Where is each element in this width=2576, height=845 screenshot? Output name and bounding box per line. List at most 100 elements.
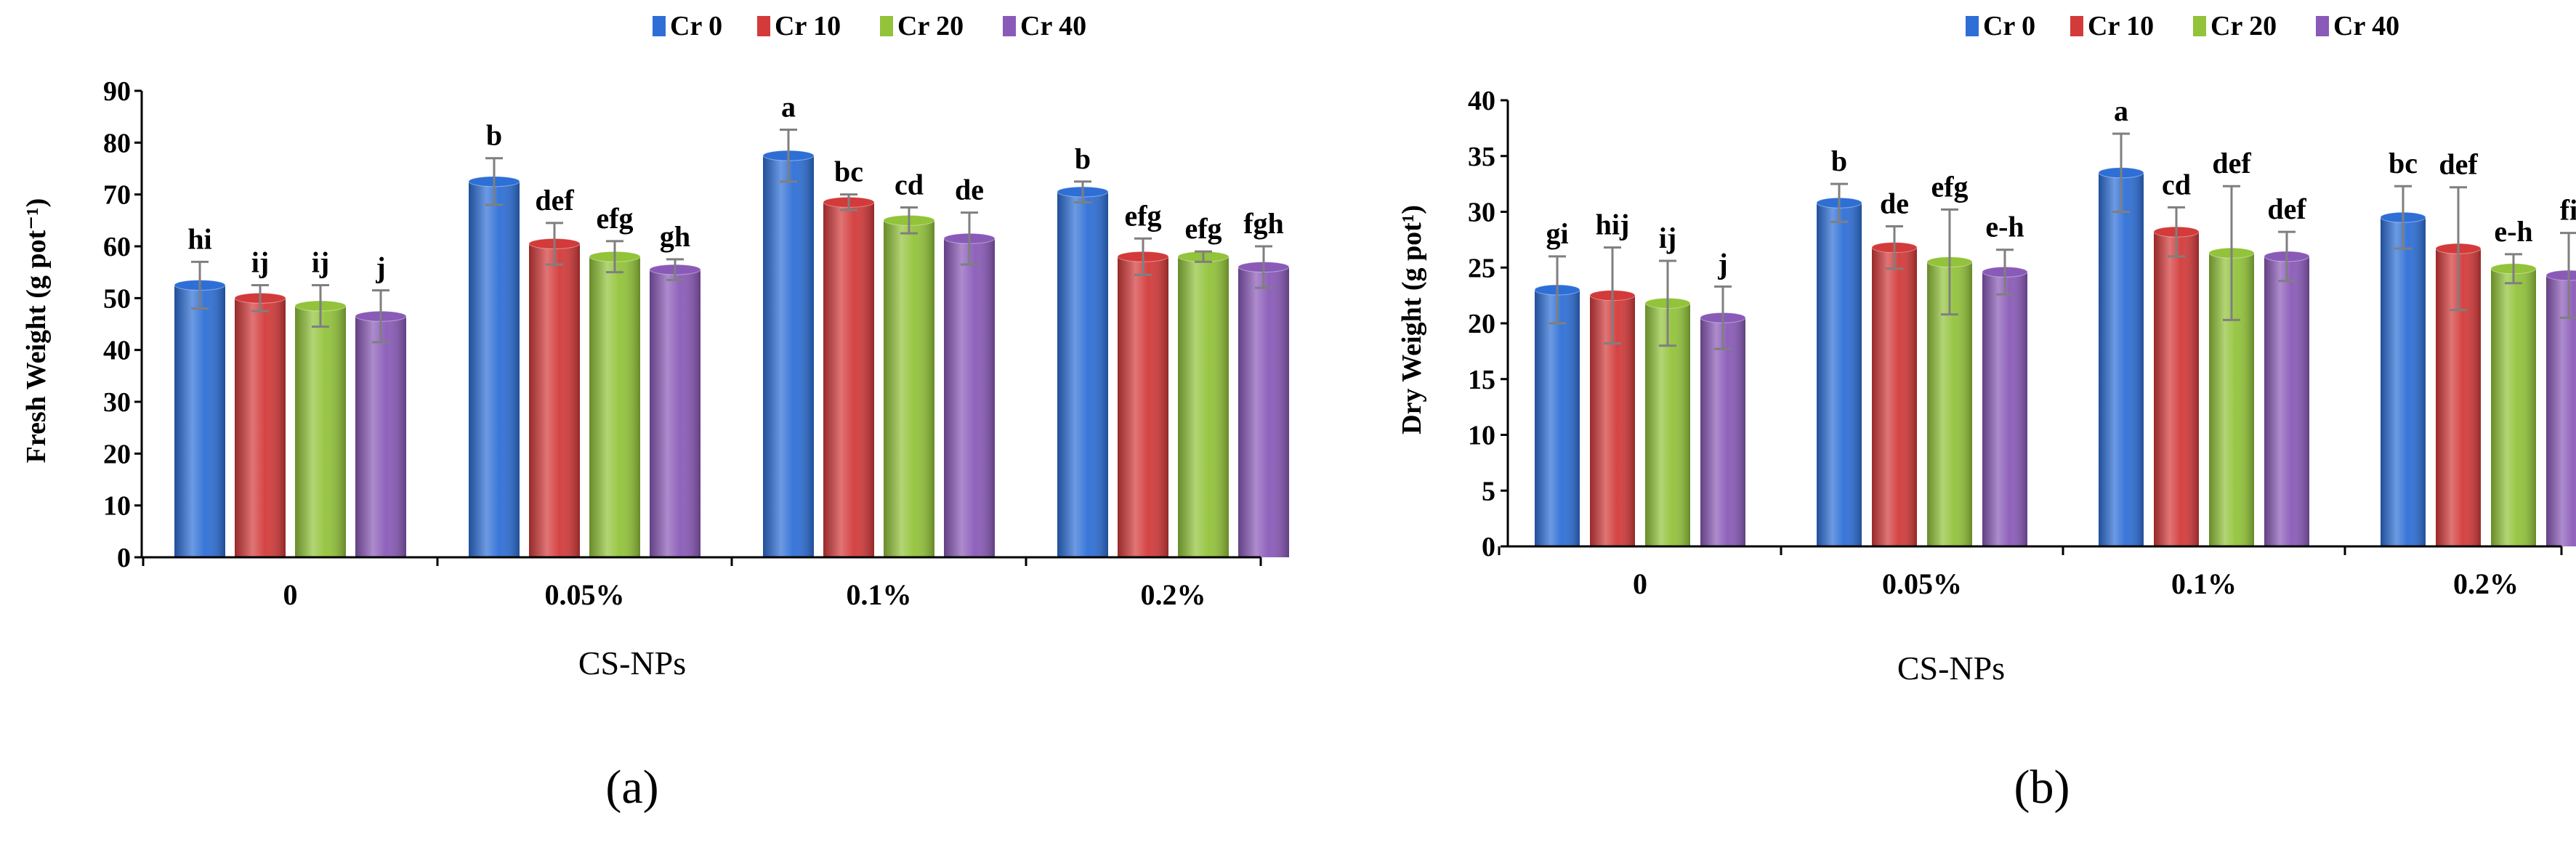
bar-cr-10-0-05-shading [1872, 247, 1917, 546]
bar-cr-0-0-2-letter: bc [2389, 147, 2418, 179]
bar-cr-0-0-2-shading [1057, 192, 1108, 557]
bar-cr-0-zero-shading [1535, 289, 1580, 546]
bar-cr-40-0-05-shading [650, 270, 700, 557]
bar-cr-20-zero-shading [295, 306, 346, 557]
bar-cr-10-0-05-letter: def [535, 184, 574, 217]
legend-label-cr-0: Cr 0 [670, 11, 722, 41]
bar-cr-40-0-1-letter: def [2267, 193, 2306, 225]
bar-cr-40-0-05-letter: gh [660, 220, 690, 253]
bar-cr-40-0-2-letter: fi [2560, 194, 2576, 227]
y-tick-label-40: 40 [1468, 86, 1495, 116]
bar-cr-10-zero-letter: hij [1596, 209, 1630, 241]
bar-cr-20-zero-letter: ij [1659, 222, 1676, 254]
bar-cr-0-0-05-letter: b [486, 119, 502, 152]
bar-cr-40-0-1-letter: de [955, 174, 984, 206]
bar-cr-0-0-2-letter: b [1075, 142, 1091, 175]
x-tick-label-0-05: 0.05% [545, 578, 625, 611]
x-tick-label-0-1: 0.1% [847, 578, 912, 611]
bar-cr-10-zero-letter: ij [251, 246, 269, 279]
x-axis-label-a: CS-NPs [578, 644, 686, 682]
y-tick-label-60: 60 [103, 232, 131, 262]
legend-label-cr-10: Cr 10 [775, 11, 841, 41]
bar-cr-20-0-05-letter: efg [1931, 170, 1968, 203]
bar-cr-10-0-1-shading [823, 202, 874, 557]
y-tick-label-35: 35 [1468, 142, 1495, 172]
legend-swatch-cr-0 [1966, 16, 1979, 36]
y-tick-label-40: 40 [103, 336, 131, 366]
y-tick-label-10: 10 [1468, 421, 1495, 451]
legend-swatch-cr-20 [2193, 16, 2206, 36]
y-tick-label-30: 30 [103, 387, 131, 418]
bar-cr-40-zero-letter: j [375, 251, 385, 284]
bar-cr-0-zero-shading [174, 285, 225, 557]
bar-cr-10-0-05-letter: de [1880, 187, 1909, 219]
bar-cr-10-0-2-shading [1118, 256, 1168, 557]
legend-label-cr-40: Cr 40 [2333, 11, 2399, 41]
bar-cr-20-0-1-shading [884, 220, 934, 557]
bar-cr-40-zero-shading [355, 316, 406, 557]
y-tick-label-10: 10 [103, 491, 131, 522]
bar-cr-20-0-1-letter: def [2212, 147, 2251, 179]
bar-cr-0-0-1-shading [763, 155, 814, 557]
bar-cr-10-0-2-letter: def [2439, 148, 2478, 181]
bar-cr-0-0-1-shading [2099, 172, 2144, 546]
y-tick-label-80: 80 [103, 128, 131, 158]
y-tick-label-0: 0 [117, 543, 131, 573]
y-axis-a: 0 10 20 30 40 50 60 70 80 90 [103, 76, 143, 573]
bar-cr-0-0-1-letter: a [2114, 94, 2128, 127]
x-tick-label-0: 0 [1633, 567, 1647, 600]
x-tick-label-0: 0 [283, 578, 298, 611]
y-tick-label-20: 20 [103, 439, 131, 469]
bar-cr-10-zero-shading [235, 298, 286, 557]
plot-area-a: hi b a b ij def bc efg ij efg cd efg j gh de fgh [174, 91, 1290, 558]
legend-label-cr-20: Cr 20 [2210, 11, 2277, 41]
legend-swatch-cr-0 [653, 16, 666, 36]
y-axis-label-b: Dry Weight (g pot¹) [1397, 205, 1427, 434]
x-axis-b: 0 0.05% 0.1% 0.2% [1498, 545, 2563, 600]
legend-label-cr-40: Cr 40 [1020, 11, 1086, 41]
bar-cr-10-0-1-letter: cd [2162, 168, 2191, 201]
y-tick-label-5: 5 [1482, 476, 1495, 506]
legend-label-cr-10: Cr 10 [2088, 11, 2154, 41]
x-axis-a: 0 0.05% 0.1% 0.2% [142, 556, 1262, 611]
y-tick-label-15: 15 [1468, 365, 1495, 395]
y-tick-label-90: 90 [103, 76, 131, 107]
bar-cr-40-0-1-shading [2264, 256, 2309, 546]
bar-cr-20-0-05-shading [589, 256, 640, 557]
x-tick-label-0-1: 0.1% [2171, 567, 2237, 600]
bar-cr-20-0-2-letter: e-h [2494, 215, 2532, 248]
legend-swatch-cr-40 [1003, 16, 1016, 36]
y-tick-label-30: 30 [1468, 198, 1495, 228]
legend-swatch-cr-10 [2070, 16, 2083, 36]
chart-dry-weight: Cr 0 Cr 10 Cr 20 Cr 40 0 5 10 15 20 25 30 35 40 gi b… [1397, 11, 2576, 814]
y-tick-label-0: 0 [1482, 532, 1495, 562]
legend-swatch-cr-40 [2316, 16, 2329, 36]
bar-cr-0-zero-letter: gi [1546, 217, 1568, 250]
bar-cr-20-0-1-letter: cd [895, 169, 924, 201]
y-tick-label-20: 20 [1468, 309, 1495, 339]
bar-cr-0-0-1-letter: a [781, 91, 796, 124]
bar-cr-0-0-05-shading [469, 181, 520, 558]
legend-b: Cr 0 Cr 10 Cr 20 Cr 40 [1966, 11, 2399, 41]
bar-cr-40-0-2-shading [1238, 267, 1289, 557]
y-tick-label-25: 25 [1468, 253, 1495, 283]
bar-cr-20-0-05-letter: efg [596, 202, 633, 235]
y-axis-label-a: Fresh Weight (g pot⁻¹) [21, 198, 52, 464]
bar-cr-10-0-05-shading [529, 243, 580, 557]
y-tick-label-50: 50 [103, 283, 131, 314]
bar-cr-10-0-1-letter: bc [834, 155, 863, 188]
bar-cr-10-0-1-shading [2154, 232, 2199, 546]
bar-cr-20-0-2-letter: efg [1184, 212, 1222, 245]
bar-cr-40-0-1-shading [944, 238, 995, 557]
bar-cr-0-zero-letter: hi [187, 222, 211, 255]
legend-label-cr-20: Cr 20 [897, 11, 964, 41]
bar-cr-0-0-05-letter: b [1831, 145, 1847, 177]
panel-label-b: (b) [2014, 761, 2070, 814]
legend-swatch-cr-10 [757, 16, 770, 36]
bar-cr-40-0-05-shading [1982, 272, 2027, 546]
legend-swatch-cr-20 [880, 16, 893, 36]
chart-fresh-weight: Cr 0 Cr 10 Cr 20 Cr 40 0102030405060708090 … [21, 11, 1290, 814]
y-tick-label-70: 70 [103, 180, 131, 211]
